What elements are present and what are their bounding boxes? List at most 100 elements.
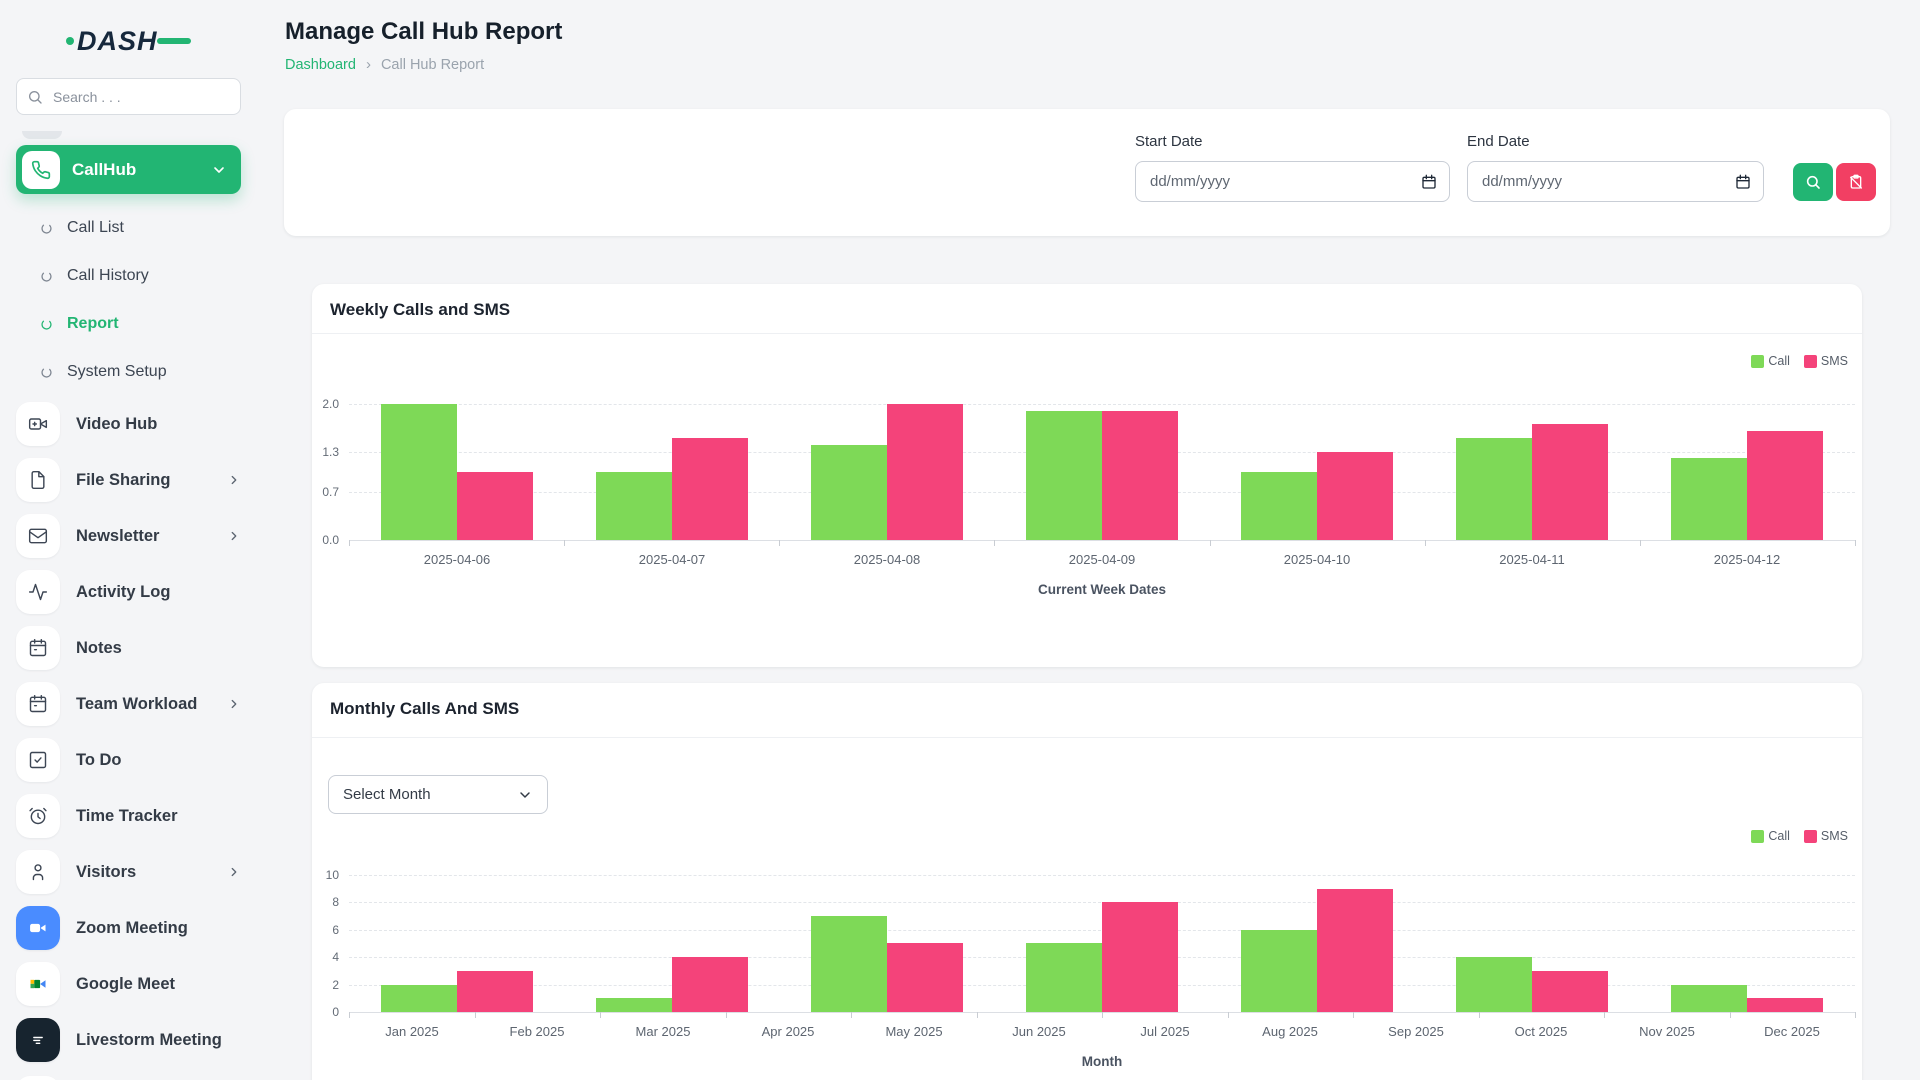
breadcrumb-dashboard-link[interactable]: Dashboard [285,56,356,73]
page-title: Manage Call Hub Report [285,18,563,45]
bar-call-0[interactable] [381,404,457,540]
file-icon-tile [16,458,60,502]
bar-sms-0[interactable] [457,971,533,1012]
bar-sms-2[interactable] [887,943,963,1012]
bar-call-0[interactable] [381,985,457,1012]
app-logo[interactable]: DASH [16,22,241,58]
sidebar-item-newsletter[interactable]: Newsletter [16,508,241,564]
sidebar-subitem-call-history[interactable]: Call History [16,252,241,300]
bar-sms-3[interactable] [1102,902,1178,1012]
sidebar-item-label: To Do [76,750,122,769]
livestorm-icon-tile [16,1018,60,1062]
weekly-chart-card: Weekly Calls and SMS Call SMS 0.0 0.7 1.3 2.… [312,284,1862,667]
checkbox-icon-tile [16,738,60,782]
x-tick-mark [1640,540,1641,546]
monthly-chart-x-axis-title: Month [1081,1054,1123,1069]
legend-item-sms[interactable]: SMS [1803,829,1848,843]
legend-swatch [1751,829,1765,843]
end-date-input[interactable] [1467,161,1764,202]
filter-search-button[interactable] [1793,163,1833,201]
sidebar-item-label: Google Meet [76,974,176,993]
y-tick-label: 6 [332,922,339,937]
select-month-dropdown[interactable]: Select Month [328,775,548,814]
bar-call-3[interactable] [1026,411,1102,540]
bar-sms-2[interactable] [887,404,963,540]
sidebar-item-zoom-meeting[interactable]: Zoom Meeting [16,900,241,956]
sidebar-subitem-report[interactable]: Report [16,300,241,348]
sidebar-subitem-label: System Setup [67,363,167,380]
legend-item-call[interactable]: Call [1751,829,1790,843]
monthly-chart-plot: 0 2 4 6 8 10 [326,868,1856,1019]
sidebar-item-notes[interactable]: Notes [16,620,241,676]
bar-sms-4[interactable] [1317,889,1393,1012]
legend-item-sms[interactable]: SMS [1803,354,1848,368]
bar-sms-6[interactable] [1747,431,1823,540]
end-date-field[interactable] [1480,172,1735,191]
bar-sms-5[interactable] [1532,971,1608,1012]
sidebar-item-to-do[interactable]: To Do [16,732,241,788]
x-tick-mark [1228,1012,1229,1018]
sidebar-item-label: Zoom Meeting [76,918,188,937]
x-tick-mark [349,540,350,546]
calendar-icon [29,638,47,657]
sidebar-item-google-meet[interactable]: Google Meet [16,956,241,1012]
bar-call-6[interactable] [1671,985,1747,1012]
clipboard-slash-icon [1850,174,1862,189]
calendar-icon-tile [16,682,60,726]
filter-clear-button[interactable] [1836,163,1876,201]
legend-label: Call [1768,354,1790,368]
start-date-input[interactable] [1135,161,1450,202]
x-tick-label: 2025-04-09 [1068,552,1136,567]
search-input[interactable] [51,87,230,106]
sidebar-item-livestorm-meeting[interactable]: Livestorm Meeting [16,1012,241,1068]
sidebar-item-team-workload[interactable]: Team Workload [16,676,241,732]
bar-sms-6[interactable] [1747,998,1823,1012]
bar-call-4[interactable] [1241,930,1317,1012]
bar-call-2[interactable] [811,916,887,1012]
bar-sms-1[interactable] [672,957,748,1012]
x-tick-mark [1353,1012,1354,1018]
bar-call-1[interactable] [596,472,672,540]
sidebar-item-activity-log[interactable]: Activity Log [16,564,241,620]
bar-sms-5[interactable] [1532,424,1608,540]
start-date-label: Start Date [1135,133,1203,150]
bar-sms-0[interactable] [457,472,533,540]
circle-bullet-icon [40,366,53,379]
sidebar-subitem-call-list[interactable]: Call List [16,204,241,252]
mail-icon-tile [16,514,60,558]
sidebar-item-label: Team Workload [76,694,198,713]
google-meet-icon [30,979,46,989]
sidebar-group-label: CallHub [72,159,137,179]
x-tick-label: Feb 2025 [509,1024,565,1039]
bar-call-1[interactable] [596,998,672,1012]
sidebar-subitem-system-setup[interactable]: System Setup [16,348,241,396]
divider [312,737,1862,738]
sidebar-item-partial-bottom[interactable] [16,1076,60,1080]
x-tick-label: May 2025 [885,1024,943,1039]
sidebar-item-video-hub[interactable]: Video Hub [16,396,241,452]
bar-sms-1[interactable] [672,438,748,540]
bar-call-5[interactable] [1456,957,1532,1012]
bar-call-5[interactable] [1456,438,1532,540]
x-tick-label: 2025-04-11 [1499,552,1565,567]
bar-call-2[interactable] [811,445,887,540]
sidebar-item-time-tracker[interactable]: Time Tracker [16,788,241,844]
bar-sms-4[interactable] [1317,452,1393,540]
bar-sms-3[interactable] [1102,411,1178,540]
bar-call-6[interactable] [1671,458,1747,540]
weekly-chart-x-labels: 2025-04-06 2025-04-07 2025-04-08 2025-04-09… [349,552,1855,568]
sidebar-item-visitors[interactable]: Visitors [16,844,241,900]
sidebar-item-file-sharing[interactable]: File Sharing [16,452,241,508]
sidebar-item-label: Video Hub [76,414,158,433]
chevron-right-icon [227,473,241,487]
x-tick-mark [1730,1012,1731,1018]
start-date-field[interactable] [1148,172,1421,191]
breadcrumb-current: Call Hub Report [380,56,485,73]
bar-call-4[interactable] [1241,472,1317,540]
y-tick-label: 4 [332,950,339,965]
sidebar-item-callhub[interactable]: CallHub [16,145,241,194]
select-month-value: Select Month [343,786,431,803]
bar-call-3[interactable] [1026,943,1102,1012]
x-tick-mark [1102,1012,1103,1018]
legend-item-call[interactable]: Call [1751,354,1790,368]
